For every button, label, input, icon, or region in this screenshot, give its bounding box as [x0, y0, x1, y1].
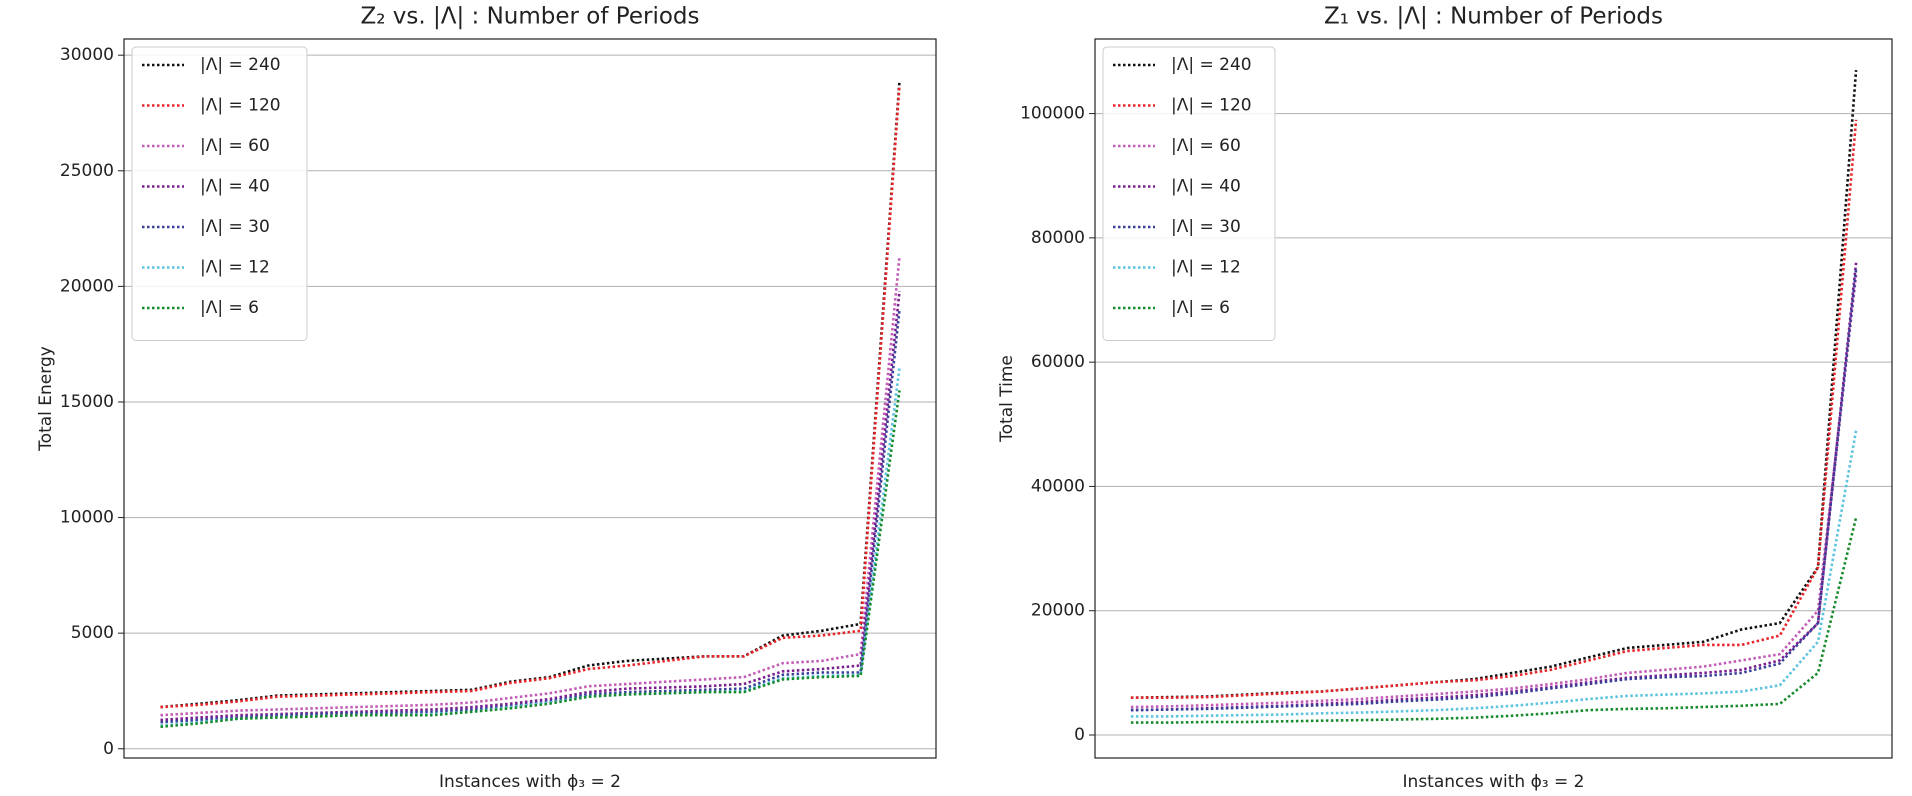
- legend: |Λ| = 240 |Λ| = 120 |Λ| = 60 |Λ| = 40 |Λ| = …: [1102, 46, 1276, 341]
- y-tick-label: 20000: [1031, 601, 1085, 621]
- y-tick-label: 60000: [1031, 352, 1085, 372]
- legend-label: |Λ| = 30: [1171, 217, 1241, 237]
- series-line: [1130, 517, 1858, 724]
- x-axis-label: Instances with ϕ₃ = 2: [1403, 772, 1585, 792]
- y-tick-label: 30000: [60, 45, 114, 65]
- legend-label: |Λ| = 40: [200, 177, 270, 197]
- y-axis-label: Total Energy: [36, 346, 56, 452]
- legend-label: |Λ| = 60: [1171, 136, 1241, 156]
- series-line: [1130, 268, 1858, 712]
- y-tick-label: 15000: [60, 392, 114, 412]
- legend-label: |Λ| = 60: [200, 136, 270, 156]
- series-line: [160, 290, 901, 722]
- y-tick-label: 5000: [71, 623, 114, 643]
- x-axis-label: Instances with ϕ₃ = 2: [439, 772, 621, 792]
- y-tick-label: 0: [1074, 725, 1085, 745]
- legend-label: |Λ| = 30: [200, 217, 270, 237]
- plot-frame: [1094, 38, 1893, 759]
- y-tick-label: 0: [103, 739, 114, 759]
- y-tick-label: 40000: [1031, 476, 1085, 496]
- legend-frame: [1102, 46, 1276, 341]
- y-tick-label: 80000: [1031, 228, 1085, 248]
- y-tick-label: 10000: [60, 508, 114, 528]
- legend-label: |Λ| = 40: [1171, 177, 1241, 197]
- legend-frame: [131, 46, 308, 341]
- legend-label: |Λ| = 240: [200, 55, 281, 75]
- legend-label: |Λ| = 12: [200, 258, 270, 278]
- series-line: [1130, 119, 1858, 699]
- series-line: [1130, 274, 1858, 709]
- y-tick-label: 100000: [1020, 104, 1085, 124]
- plot-frame: [123, 38, 937, 759]
- series-line: [160, 256, 901, 717]
- y-axis-label: Total Time: [997, 355, 1017, 443]
- series-line: [160, 390, 901, 729]
- legend-label: |Λ| = 6: [200, 298, 259, 318]
- legend-label: |Λ| = 12: [1171, 258, 1241, 278]
- chart-title: Z₁ vs. |Λ| : Number of Periods: [1324, 4, 1663, 30]
- y-tick-label: 20000: [60, 276, 114, 296]
- chart-title: Z₂ vs. |Λ| : Number of Periods: [361, 4, 700, 30]
- legend-label: |Λ| = 6: [1171, 298, 1230, 318]
- series-line: [1130, 430, 1858, 718]
- legend: |Λ| = 240 |Λ| = 120 |Λ| = 60 |Λ| = 40 |Λ| = …: [131, 46, 308, 341]
- legend-label: |Λ| = 120: [1171, 96, 1252, 116]
- y-tick-label: 25000: [60, 161, 114, 181]
- legend-label: |Λ| = 120: [200, 96, 281, 116]
- series-line: [160, 85, 901, 709]
- legend-label: |Λ| = 240: [1171, 55, 1252, 75]
- series-line: [160, 309, 901, 724]
